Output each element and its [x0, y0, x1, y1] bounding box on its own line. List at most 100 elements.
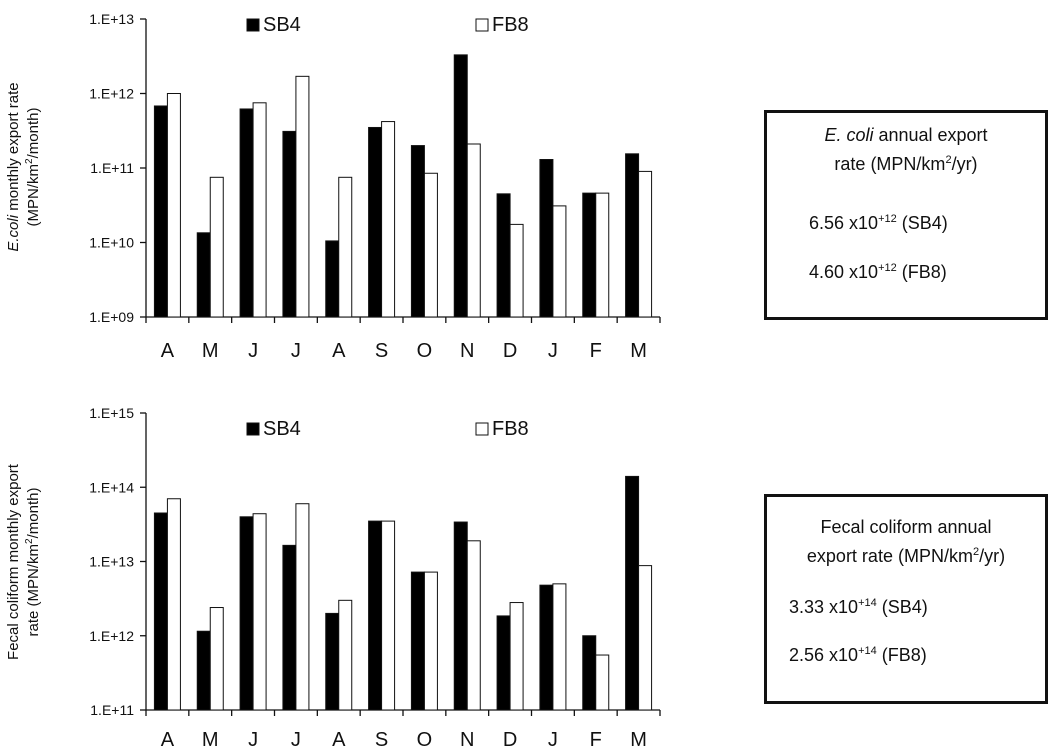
- ecoli-category-label: A: [332, 340, 346, 362]
- fecal-bar-sb4: [582, 635, 597, 711]
- fecal-bar-sb4: [625, 475, 640, 711]
- ecoli-bar-sb4: [368, 126, 383, 318]
- ecoli-bar-fb8: [423, 172, 438, 318]
- ecoli-category-label: F: [590, 340, 602, 362]
- ecoli-y-tick-label: 1.E+13: [89, 11, 134, 27]
- ecoli-bar-fb8: [209, 176, 224, 318]
- fecal-bar-fb8: [252, 513, 267, 711]
- ecoli-bar-fb8: [338, 176, 353, 318]
- ecoli-annual-rate-title: E. coli annual export rate (MPN/km2/yr): [824, 125, 988, 174]
- ecoli-bar-sb4: [239, 108, 254, 318]
- ecoli-y-tick-label: 1.E+12: [89, 86, 134, 102]
- fecal-annual-rate-title: Fecal coliform annual export rate (MPN/k…: [806, 517, 1006, 566]
- fecal-rate-sb4: 3.33 x10+14 (SB4): [789, 597, 928, 617]
- ecoli-y-axis-label: E.coli monthly export rate: [5, 82, 22, 251]
- ecoli-bar-fb8: [166, 93, 181, 318]
- ecoli-category-label: A: [161, 340, 175, 362]
- fecal-coliform-chart: 1.E+11 1.E+12 1.E+13 1.E+14 1.E+15 A M J J A S O N D J…: [89, 405, 661, 751]
- fecal-category-label: O: [417, 729, 433, 751]
- ecoli-bar-fb8: [552, 205, 567, 318]
- fecal-bar-sb4: [410, 571, 425, 711]
- fecal-y-tick-label: 1.E+15: [89, 405, 134, 421]
- ecoli-y-tick-label: 1.E+09: [89, 309, 134, 325]
- ecoli-chart: 1.E+09 1.E+10 1.E+11 1.E+12 1.E+13 A M J J A S O N D J…: [89, 11, 661, 362]
- ecoli-y-tick-label: 1.E+11: [90, 160, 134, 176]
- fecal-category-label: N: [460, 729, 474, 751]
- fecal-bar-fb8: [209, 607, 224, 711]
- ecoli-bar-fb8: [595, 192, 610, 318]
- ecoli-category-label: S: [375, 340, 388, 362]
- ecoli-bar-sb4: [153, 105, 168, 318]
- ecoli-category-label: M: [202, 340, 219, 362]
- ecoli-rate-sb4: 6.56 x10+12 (SB4): [809, 213, 948, 233]
- ecoli-bar-fb8: [252, 102, 267, 318]
- fecal-rate-fb8: 2.56 x10+14 (FB8): [789, 645, 927, 665]
- ecoli-annual-rate-box: E. coli annual export rate (MPN/km2/yr) …: [764, 110, 1048, 320]
- fecal-y-axis-label-line2: rate (MPN/km2/month): [24, 488, 42, 637]
- ecoli-legend-label-sb4: SB4: [263, 14, 301, 36]
- ecoli-bar-fb8: [381, 121, 396, 318]
- ecoli-bar-sb4: [282, 130, 297, 318]
- fecal-legend-swatch-fb8: [475, 422, 489, 436]
- fecal-category-label: J: [548, 729, 558, 751]
- fecal-bar-fb8: [595, 654, 610, 711]
- fecal-category-label: A: [161, 729, 175, 751]
- fecal-legend-swatch-sb4: [246, 422, 260, 436]
- fecal-category-label: M: [630, 729, 647, 751]
- fecal-bar-fb8: [509, 602, 524, 711]
- ecoli-category-label: M: [630, 340, 647, 362]
- fecal-bar-sb4: [453, 521, 468, 711]
- ecoli-category-label: D: [503, 340, 517, 362]
- ecoli-bar-sb4: [453, 54, 468, 318]
- fecal-bar-sb4: [196, 630, 211, 711]
- ecoli-legend-swatch-sb4: [246, 18, 260, 32]
- fecal-bar-fb8: [166, 498, 181, 711]
- ecoli-legend-swatch-fb8: [475, 18, 489, 32]
- ecoli-category-label: J: [548, 340, 558, 362]
- ecoli-bar-sb4: [625, 153, 640, 318]
- fecal-bar-fb8: [381, 520, 396, 711]
- ecoli-rate-fb8: 4.60 x10+12 (FB8): [809, 262, 947, 282]
- fecal-category-label: J: [248, 729, 258, 751]
- ecoli-bar-sb4: [410, 145, 425, 318]
- fecal-y-tick-label: 1.E+12: [89, 628, 134, 644]
- ecoli-category-label: J: [248, 340, 258, 362]
- fecal-bar-sb4: [239, 516, 254, 711]
- fecal-bar-fb8: [638, 565, 653, 711]
- fecal-y-axis-label: Fecal coliform monthly export: [5, 463, 22, 660]
- fecal-bar-fb8: [338, 599, 353, 711]
- ecoli-bar-fb8: [295, 75, 310, 318]
- fecal-annual-rate-box: Fecal coliform annual export rate (MPN/k…: [764, 494, 1048, 704]
- fecal-bar-fb8: [552, 583, 567, 711]
- fecal-legend-label-sb4: SB4: [263, 418, 301, 440]
- ecoli-bar-fb8: [509, 223, 524, 318]
- ecoli-category-label: J: [291, 340, 301, 362]
- fecal-y-tick-label: 1.E+13: [89, 554, 134, 570]
- fecal-bar-fb8: [423, 571, 438, 711]
- ecoli-bar-sb4: [496, 193, 511, 318]
- ecoli-bar-fb8: [638, 170, 653, 318]
- fecal-bar-sb4: [153, 512, 168, 711]
- fecal-y-tick-label: 1.E+11: [90, 702, 134, 718]
- fecal-bar-sb4: [539, 584, 554, 711]
- fecal-category-label: M: [202, 729, 219, 751]
- ecoli-y-tick-label: 1.E+10: [89, 235, 134, 251]
- fecal-category-label: J: [291, 729, 301, 751]
- ecoli-bar-sb4: [325, 240, 340, 318]
- fecal-bar-fb8: [295, 503, 310, 711]
- fecal-category-label: S: [375, 729, 388, 751]
- fecal-bar-sb4: [282, 544, 297, 711]
- ecoli-y-axis-label-line2: (MPN/km2/month): [24, 108, 42, 227]
- fecal-bar-sb4: [496, 615, 511, 711]
- fecal-bar-sb4: [325, 612, 340, 711]
- fecal-legend-label-fb8: FB8: [492, 418, 529, 440]
- fecal-y-tick-label: 1.E+14: [89, 479, 134, 495]
- ecoli-bar-fb8: [466, 143, 481, 318]
- fecal-category-label: A: [332, 729, 346, 751]
- fecal-category-label: D: [503, 729, 517, 751]
- fecal-category-label: F: [590, 729, 602, 751]
- ecoli-category-label: O: [417, 340, 433, 362]
- ecoli-category-label: N: [460, 340, 474, 362]
- ecoli-bar-sb4: [582, 192, 597, 318]
